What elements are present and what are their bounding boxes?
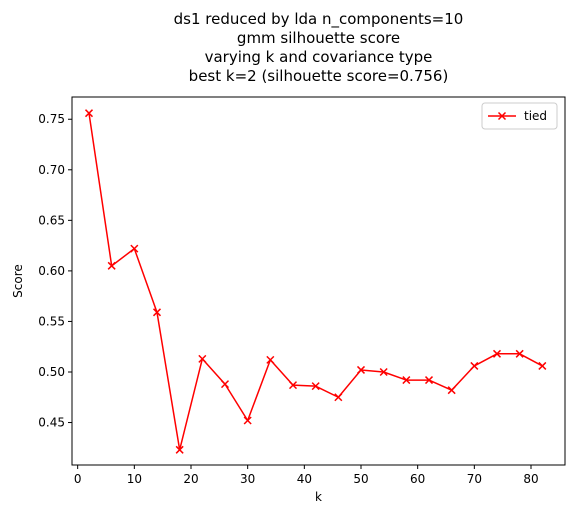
legend-marker-x-icon [497, 111, 507, 121]
data-point [402, 376, 411, 385]
data-point [84, 109, 94, 118]
plot-area [71, 96, 566, 466]
x-tick-label: 0 [74, 472, 82, 486]
legend-label-tied: tied [524, 109, 547, 123]
data-point [447, 386, 456, 395]
y-tick-label: 0.60 [38, 264, 65, 278]
data-point [243, 416, 252, 425]
y-tick-label: 0.70 [38, 163, 65, 177]
title-line: ds1 reduced by lda n_components=10 [174, 10, 464, 29]
data-point [356, 365, 366, 374]
y-tick-label: 0.65 [38, 213, 65, 227]
data-point [538, 361, 547, 370]
data-point [198, 354, 207, 363]
y-tick-label: 0.75 [38, 112, 65, 126]
data-point [424, 376, 434, 385]
y-tick-label: 0.45 [38, 416, 65, 430]
data-point [492, 349, 502, 358]
title-line: varying k and covariance type [205, 48, 433, 66]
x-tick-label: 20 [183, 472, 198, 486]
x-tick-label: 60 [410, 472, 425, 486]
legend-box [481, 102, 558, 130]
y-tick-label: 0.55 [38, 314, 65, 328]
data-point [379, 367, 388, 377]
x-axis-ticks: 0 10 20 30 40 50 60 70 80 [74, 465, 539, 486]
data-point [470, 361, 479, 370]
y-tick-label: 0.50 [38, 365, 65, 379]
x-tick-label: 80 [523, 472, 538, 486]
data-point [266, 355, 275, 364]
x-axis-label: k [315, 490, 322, 504]
y-axis-ticks: 0.45 0.50 0.55 0.60 0.65 0.70 0.75 [38, 112, 72, 430]
y-axis-label: Score [11, 264, 25, 298]
data-point [175, 445, 184, 454]
data-point [130, 244, 139, 253]
data-point [515, 349, 524, 358]
legend: tied [481, 102, 558, 130]
data-point [288, 381, 298, 390]
title-line: gmm silhouette score [237, 29, 400, 47]
title-line: best k=2 (silhouette score=0.756) [189, 67, 449, 85]
x-tick-label: 40 [297, 472, 312, 486]
data-point [311, 382, 320, 391]
data-point [334, 393, 343, 402]
x-tick-label: 30 [240, 472, 255, 486]
data-point [107, 261, 116, 270]
x-tick-label: 50 [353, 472, 368, 486]
data-point [152, 308, 162, 317]
data-point [220, 380, 230, 389]
series-tied [84, 109, 547, 454]
series-line-tied [88, 113, 543, 451]
x-tick-label: 10 [127, 472, 142, 486]
x-tick-label: 70 [467, 472, 482, 486]
